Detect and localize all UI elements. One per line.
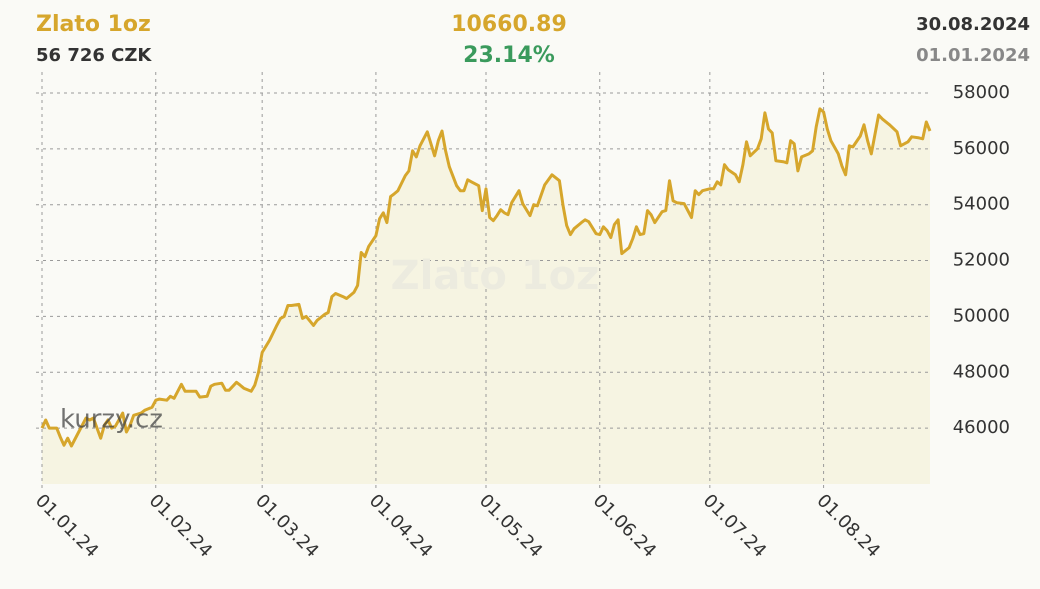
- y-tick-label: 50000: [953, 305, 1010, 326]
- date-start: 01.01.2024: [916, 45, 1030, 66]
- x-tick-label: 01.04.24: [365, 490, 437, 562]
- y-tick-label: 52000: [953, 250, 1010, 271]
- y-tick-label: 48000: [953, 361, 1010, 382]
- change: 23.14%: [463, 43, 555, 68]
- x-tick-label: 01.08.24: [813, 490, 885, 562]
- y-tick-label: 46000: [953, 417, 1010, 438]
- price: 56 726 CZK: [36, 45, 152, 66]
- x-tick-label: 01.03.24: [251, 490, 323, 562]
- x-tick-label: 01.02.24: [145, 490, 217, 562]
- logo: kurzy.cz: [60, 405, 163, 435]
- y-tick-label: 58000: [953, 82, 1010, 103]
- x-tick-label: 01.01.24: [31, 490, 103, 562]
- chart-title: Zlato 1oz: [36, 12, 151, 37]
- x-tick-label: 01.06.24: [589, 490, 661, 562]
- x-tick-label: 01.07.24: [699, 490, 771, 562]
- x-tick-label: 01.05.24: [475, 490, 547, 562]
- line: [40, 107, 932, 448]
- value: 10660.89: [451, 12, 567, 37]
- y-tick-label: 56000: [953, 138, 1010, 159]
- date-end: 30.08.2024: [916, 14, 1030, 35]
- watermark: Zlato 1oz: [391, 253, 600, 299]
- plot-area: 46000 48000 50000 52000 54000 56000 58000 01.01…: [31, 72, 1010, 562]
- y-tick-label: 54000: [953, 194, 1010, 215]
